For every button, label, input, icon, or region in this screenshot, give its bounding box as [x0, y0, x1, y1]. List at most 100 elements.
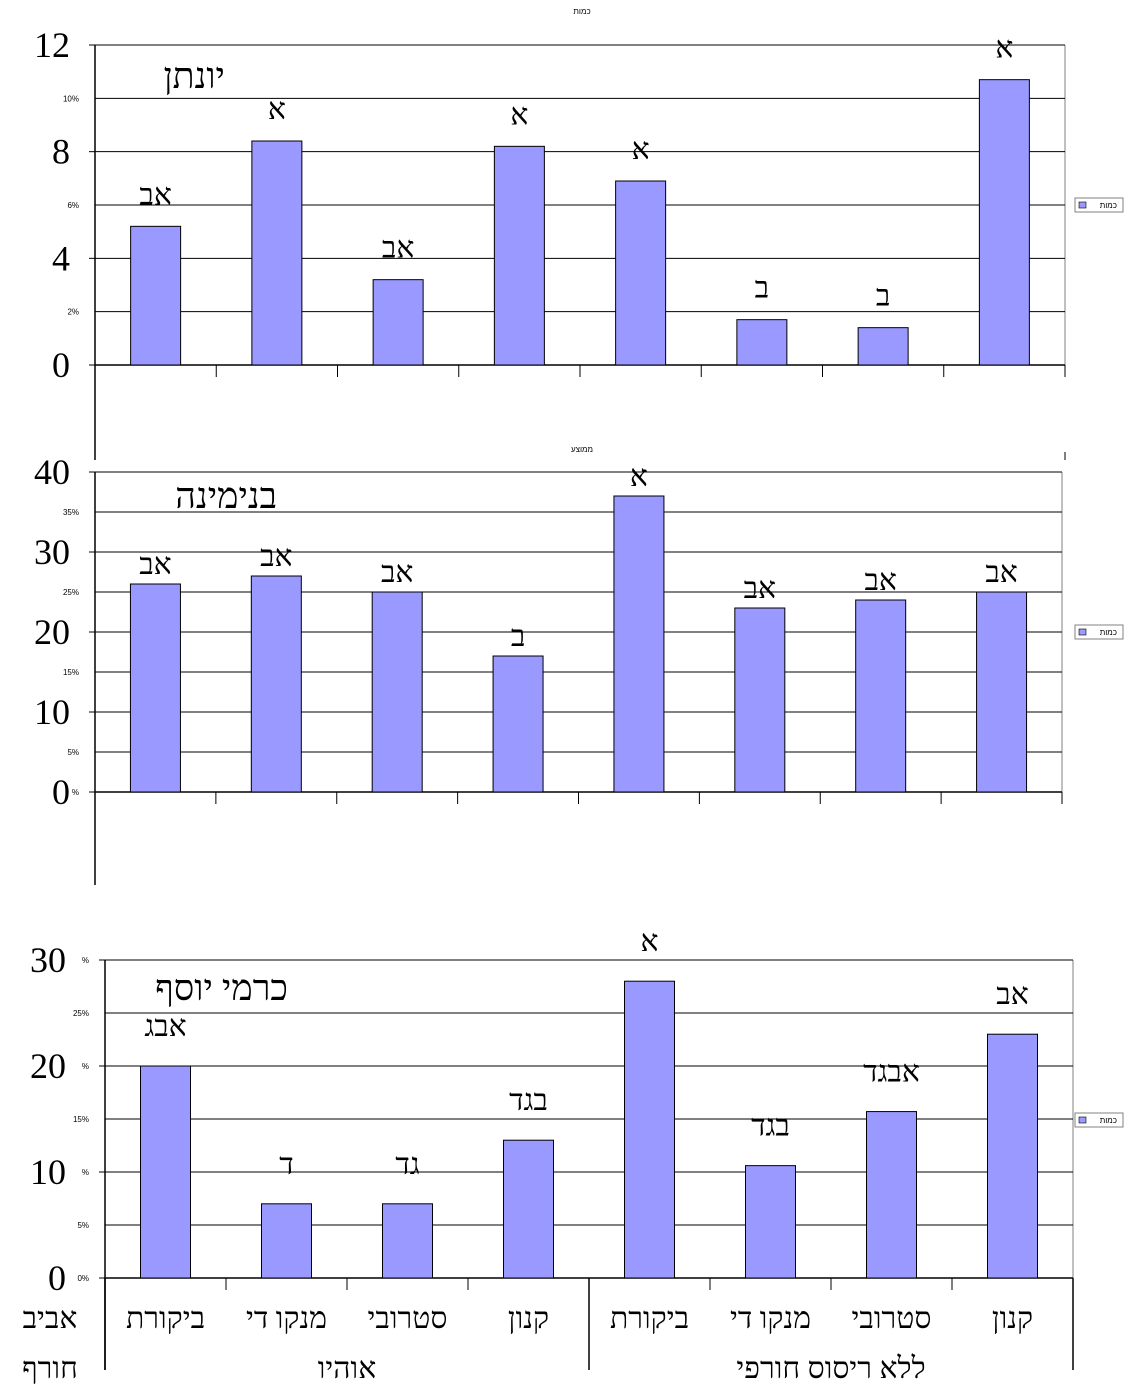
y-tick-label: 10 [34, 692, 70, 732]
category-label: מנקו די [730, 1302, 811, 1335]
significance-letter: אב [260, 540, 292, 573]
category-label: ביקורת [610, 1302, 689, 1335]
bar [624, 980, 675, 1279]
significance-letter: א [268, 93, 286, 126]
category-label: סטרובי [368, 1302, 448, 1335]
minor-tick-label: % [82, 1062, 89, 1071]
legend-box [1074, 1112, 1124, 1128]
chart-title: כרמי יוסף [155, 968, 288, 1008]
significance-letter: אב [139, 178, 171, 211]
legend-swatch [1078, 201, 1087, 209]
minor-tick-label: % [82, 956, 89, 965]
group-label: אוהיו [318, 1352, 376, 1385]
legend-label: כמות [1100, 1116, 1117, 1125]
significance-letter: גד [395, 1148, 419, 1181]
significance-letter: אב [864, 564, 896, 597]
significance-letter: אבגד [863, 1056, 920, 1089]
group-label: ללא ריסוס חורפי [736, 1352, 925, 1385]
bar [493, 145, 545, 366]
significance-letter: אב [382, 232, 414, 265]
legend-label: כמות [1100, 201, 1117, 210]
minor-tick-label: 6% [67, 201, 79, 210]
y-tick-label: 4 [52, 238, 70, 278]
legend-swatch [1078, 1116, 1087, 1124]
bar [736, 319, 788, 366]
chart-title: בנימינה [175, 476, 277, 516]
bar [140, 1065, 191, 1279]
minor-tick-label: 2% [67, 308, 79, 317]
significance-letter: א [510, 98, 528, 131]
category-label: סטרובי [852, 1302, 932, 1335]
y-tick-label: 10 [30, 1152, 66, 1192]
y-tick-label: 20 [30, 1046, 66, 1086]
bar [372, 279, 424, 366]
bar [382, 1203, 433, 1279]
bar [866, 1111, 917, 1279]
bar [251, 140, 303, 366]
significance-letter: אב [744, 572, 776, 605]
minor-tick-label: 25% [73, 1009, 89, 1018]
minor-tick-label: 5% [67, 748, 79, 757]
y-tick-label: 30 [30, 940, 66, 980]
significance-letter: אב [996, 978, 1028, 1011]
significance-letter: אבג [144, 1010, 186, 1043]
y-tick-label: 30 [34, 532, 70, 572]
significance-letter: אב [139, 548, 171, 581]
y-tick-label: 40 [34, 452, 70, 492]
y-tick-label: 0 [52, 345, 70, 385]
significance-letter: ב [511, 620, 525, 653]
y-tick-label: 20 [34, 612, 70, 652]
legend-box [1074, 624, 1124, 640]
bar [976, 591, 1028, 793]
minor-tick-label: 0% [77, 1274, 89, 1283]
bar [250, 575, 302, 793]
significance-letter: א [632, 133, 650, 166]
minor-tick-label: % [82, 1168, 89, 1177]
significance-letter: א [640, 925, 658, 958]
significance-letter: בגד [751, 1110, 790, 1143]
category-label: מנקו די [246, 1302, 327, 1335]
bar [857, 327, 909, 366]
significance-letter: א [995, 32, 1013, 65]
bar [745, 1165, 796, 1279]
legend-box [1074, 197, 1124, 213]
legend-swatch [1078, 628, 1087, 636]
minor-tick-label: 15% [73, 1115, 89, 1124]
significance-letter: אב [985, 556, 1017, 589]
significance-letter: ב [755, 272, 769, 305]
bar [855, 599, 907, 793]
bar [734, 607, 786, 793]
y-tick-label: 12 [34, 25, 70, 65]
top-header-text: כמות [573, 7, 590, 16]
minor-tick-label: 15% [63, 668, 79, 677]
bar [503, 1139, 554, 1279]
significance-letter: אב [381, 556, 413, 589]
season-label: חורף [22, 1352, 78, 1385]
bar [371, 591, 423, 793]
minor-tick-label: 5% [77, 1221, 89, 1230]
bar [987, 1033, 1038, 1279]
bar [261, 1203, 312, 1279]
bar [130, 225, 182, 366]
legend: כמות [1074, 197, 1124, 213]
y-tick-label: 0 [52, 772, 70, 812]
y-tick-label: 0 [48, 1258, 66, 1298]
significance-letter: א [630, 460, 648, 493]
minor-tick-label: 10% [63, 94, 79, 103]
minor-tick-label: 35% [63, 508, 79, 517]
season-label: אביב [23, 1302, 78, 1335]
faint-axis-label: ממוצע [571, 445, 593, 454]
category-label: ביקורת [126, 1302, 205, 1335]
significance-letter: ב [876, 280, 890, 313]
minor-tick-label: % [72, 788, 79, 797]
category-label: קנון [508, 1302, 549, 1335]
minor-tick-label: 25% [63, 588, 79, 597]
bar [492, 655, 544, 793]
legend: כמות [1074, 1112, 1124, 1128]
legend-label: כמות [1100, 628, 1117, 637]
y-tick-label: 8 [52, 132, 70, 172]
